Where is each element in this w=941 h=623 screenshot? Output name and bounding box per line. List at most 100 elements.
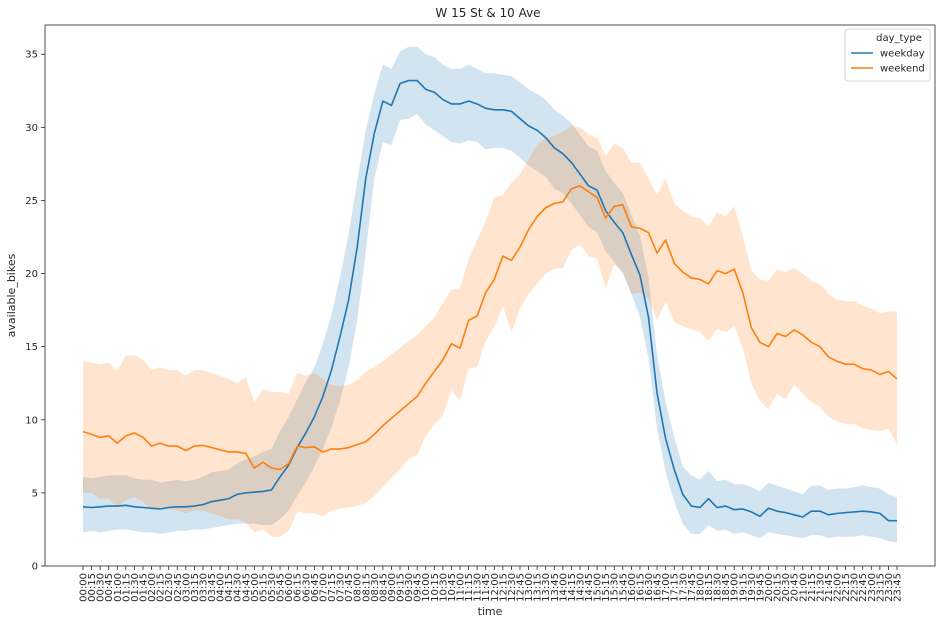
x-tick-label: 11:00 (456, 573, 467, 602)
x-tick-label: 11:15 (464, 573, 475, 602)
weekday-confidence-band (83, 46, 897, 543)
series-lines (82, 79, 898, 522)
x-tick-label: 09:15 (396, 573, 407, 602)
chart-title: W 15 St & 10 Ave (435, 6, 540, 20)
x-tick-label: 09:30 (404, 573, 415, 602)
x-tick-label: 18:45 (721, 573, 732, 602)
x-tick-label: 16:30 (644, 573, 655, 602)
x-tick-label: 07:00 (318, 573, 329, 602)
plot-frame (44, 24, 936, 567)
x-axis: 00:0000:1500:3000:4501:0001:1501:3001:45… (79, 566, 904, 602)
x-tick-label: 01:15 (121, 573, 132, 602)
y-axis: 0 5 10 15 20 25 30 35 (25, 50, 45, 573)
x-tick-label: 13:45 (550, 573, 561, 602)
x-tick-label: 06:15 (293, 573, 304, 602)
x-tick-label: 20:30 (781, 573, 792, 602)
x-tick-label: 21:00 (798, 573, 809, 602)
x-tick-label: 14:15 (567, 573, 578, 602)
x-tick-label: 07:45 (344, 573, 355, 602)
x-tick-label: 15:30 (610, 573, 621, 602)
x-tick-label: 21:45 (824, 573, 835, 602)
y-tick-label: 10 (25, 415, 38, 426)
x-tick-label: 10:45 (447, 573, 458, 602)
x-tick-label: 17:30 (678, 573, 689, 602)
x-tick-label: 01:00 (113, 573, 124, 602)
x-axis-label: time (478, 605, 503, 618)
x-tick-label: 03:15 (190, 573, 201, 602)
x-tick-label: 06:45 (310, 573, 321, 602)
x-tick-label: 06:30 (301, 573, 312, 602)
x-tick-label: 00:00 (79, 573, 90, 602)
x-tick-label: 19:00 (730, 573, 741, 602)
x-tick-label: 19:15 (738, 573, 749, 602)
x-tick-label: 04:15 (224, 573, 235, 602)
weekday-series-line (82, 79, 897, 522)
x-tick-label: 16:45 (653, 573, 664, 602)
x-tick-label: 23:00 (867, 573, 878, 602)
x-tick-label: 10:30 (438, 573, 449, 602)
x-tick-label: 13:00 (524, 573, 535, 602)
x-tick-label: 21:15 (807, 573, 818, 602)
x-tick-label: 00:15 (87, 573, 98, 602)
x-tick-label: 02:15 (156, 573, 167, 602)
x-tick-label: 20:15 (773, 573, 784, 602)
x-tick-label: 23:45 (893, 573, 904, 602)
x-tick-label: 20:45 (790, 573, 801, 602)
x-tick-label: 15:45 (618, 573, 629, 602)
x-tick-label: 12:30 (507, 573, 518, 602)
confidence-bands (83, 46, 897, 543)
x-tick-label: 04:00 (216, 573, 227, 602)
x-tick-label: 14:45 (584, 573, 595, 602)
x-tick-label: 03:45 (207, 573, 218, 602)
x-tick-label: 21:30 (815, 573, 826, 602)
x-tick-label: 17:45 (687, 573, 698, 602)
x-tick-label: 18:15 (704, 573, 715, 602)
legend-title: day_type (876, 33, 922, 44)
x-tick-label: 18:00 (695, 573, 706, 602)
y-tick-label: 20 (25, 269, 38, 280)
x-tick-label: 11:30 (473, 573, 484, 602)
y-tick-label: 30 (25, 123, 38, 134)
x-tick-label: 00:45 (104, 573, 115, 602)
x-tick-label: 13:15 (533, 573, 544, 602)
x-tick-label: 01:30 (130, 573, 141, 602)
x-tick-label: 04:30 (233, 573, 244, 602)
y-tick-label: 25 (25, 196, 38, 207)
x-tick-label: 17:00 (661, 573, 672, 602)
y-tick-label: 15 (25, 342, 38, 353)
x-tick-label: 02:30 (164, 573, 175, 602)
weekend-legend-label: weekend (880, 64, 925, 75)
x-tick-label: 00:30 (96, 573, 107, 602)
x-tick-label: 12:45 (515, 573, 526, 602)
x-tick-label: 22:00 (833, 573, 844, 602)
x-tick-label: 16:15 (635, 573, 646, 602)
x-tick-label: 14:00 (558, 573, 569, 602)
x-tick-label: 03:00 (181, 573, 192, 602)
x-tick-label: 05:30 (267, 573, 278, 602)
weekend-series-line (82, 185, 898, 471)
x-tick-label: 19:45 (755, 573, 766, 602)
x-tick-label: 08:00 (353, 573, 364, 602)
x-tick-label: 18:30 (713, 573, 724, 602)
y-tick-label: 0 (32, 562, 38, 573)
x-tick-label: 07:30 (336, 573, 347, 602)
x-tick-label: 23:30 (884, 573, 895, 602)
x-tick-label: 17:15 (670, 573, 681, 602)
x-tick-label: 15:15 (601, 573, 612, 602)
x-tick-label: 14:30 (575, 573, 586, 602)
x-tick-label: 05:15 (258, 573, 269, 602)
x-tick-label: 16:00 (627, 573, 638, 602)
x-tick-label: 08:45 (378, 573, 389, 602)
x-tick-label: 02:45 (173, 573, 184, 602)
legend: day_type weekday weekend (844, 28, 931, 82)
y-axis-label: available_bikes (5, 253, 18, 337)
x-tick-label: 06:00 (284, 573, 295, 602)
x-tick-label: 07:15 (327, 573, 338, 602)
weekend-confidence-band (83, 125, 897, 537)
x-tick-label: 08:30 (370, 573, 381, 602)
x-tick-label: 10:15 (430, 573, 441, 602)
x-tick-label: 15:00 (593, 573, 604, 602)
x-tick-label: 13:30 (541, 573, 552, 602)
x-tick-label: 01:45 (138, 573, 149, 602)
